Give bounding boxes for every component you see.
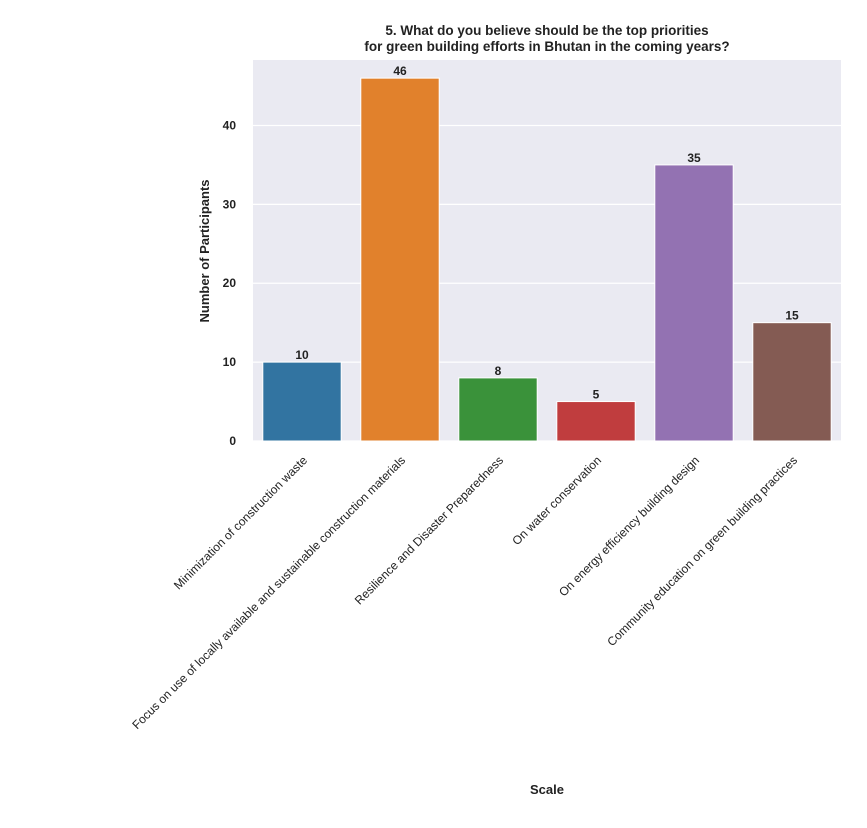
y-tick-label: 40 [223,118,237,132]
data-label: 15 [785,309,799,323]
chart-title-line-2: for green building efforts in Bhutan in … [364,39,729,54]
y-tick-label: 30 [223,197,237,211]
data-label: 10 [295,348,309,362]
bar [262,361,342,442]
x-axis-label: Scale [530,782,564,797]
chart-title-line-1: 5. What do you believe should be the top… [385,23,708,38]
bar [654,164,734,442]
y-tick-label: 0 [229,434,236,448]
bar [752,322,832,442]
y-axis-label: Number of Participants [197,179,212,322]
x-tick-label: On water conservation [509,453,604,548]
y-tick-label: 20 [223,276,237,290]
data-label: 8 [495,364,502,378]
data-label: 35 [687,151,701,165]
bar [556,401,636,442]
bar [458,377,538,442]
bar [360,77,440,442]
data-label: 46 [393,64,407,78]
plot-area [253,60,841,441]
x-tick-label: Community education on green building pr… [604,453,800,649]
y-tick-label: 10 [223,355,237,369]
data-label: 5 [593,388,600,402]
